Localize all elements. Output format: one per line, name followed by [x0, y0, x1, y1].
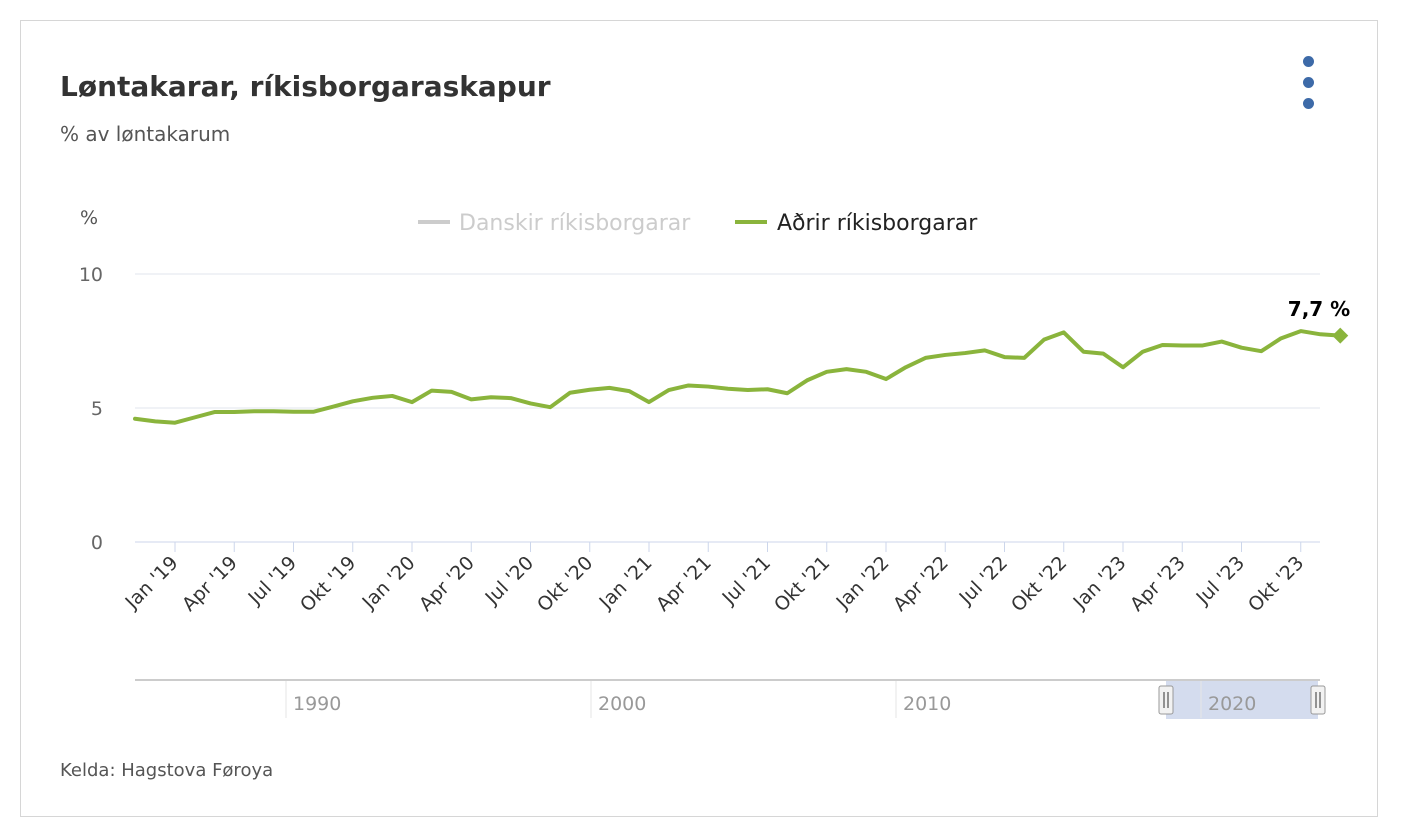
x-tick-label: Apr '19: [178, 552, 242, 616]
x-tick-label: Jul '19: [243, 552, 301, 610]
x-tick-label: Jan '23: [1068, 552, 1130, 614]
y-axis: 0 5 10%: [79, 207, 103, 554]
chart-container: [20, 20, 1378, 817]
x-tick-label: Jan '19: [120, 552, 182, 614]
chart-subtitle: % av løntakarum: [60, 122, 231, 146]
x-tick-label: Apr '21: [652, 552, 716, 616]
chart-title: Løntakarar, ríkisborgaraskapur: [60, 70, 551, 103]
more-vertical-icon[interactable]: [1296, 52, 1320, 112]
x-tick-label: Apr '22: [889, 552, 953, 616]
y-tick-label: 5: [91, 398, 103, 420]
series-layer: 7,7 %: [133, 297, 1350, 425]
legend-item-adrir[interactable]: Aðrir ríkisborgarar: [735, 211, 978, 236]
source-credit: Kelda: Hagstova Føroya: [60, 760, 274, 781]
legend-label: Aðrir ríkisborgarar: [777, 211, 978, 236]
x-tick-label: Apr '23: [1126, 552, 1190, 616]
y-tick-label: 10: [79, 264, 103, 286]
legend-label: Danskir ríkisborgarar: [459, 211, 691, 236]
navigator-label: 2020: [1208, 693, 1256, 715]
navigator-handle[interactable]: [1158, 685, 1174, 715]
x-tick-label: Jul '22: [954, 552, 1012, 610]
menu-dot: [1303, 56, 1314, 67]
x-tick-label: Jul '21: [717, 552, 775, 610]
x-tick-label: Okt '20: [533, 552, 597, 616]
x-tick-label: Okt '21: [770, 552, 834, 616]
last-point-marker[interactable]: [1332, 327, 1349, 344]
x-tick-label: Jul '20: [480, 552, 538, 610]
navigator-label: 2010: [903, 693, 951, 715]
navigator-handle[interactable]: [1310, 685, 1326, 715]
legend: Danskir ríkisborgarar Aðrir ríkisborgarar: [418, 211, 978, 236]
x-tick-label: Okt '22: [1007, 552, 1071, 616]
x-tick-label: Apr '20: [415, 552, 479, 616]
series-line-adrir[interactable]: [133, 329, 1343, 425]
x-tick-label: Jan '22: [831, 552, 893, 614]
x-tick-label: Jan '21: [594, 552, 656, 614]
y-axis-unit: %: [80, 207, 98, 229]
x-tick-label: Okt '23: [1244, 552, 1308, 616]
navigator-selected-range[interactable]: [1166, 681, 1318, 719]
navigator-label: 2000: [598, 693, 646, 715]
range-navigator[interactable]: 1990 2000 2010 2020: [135, 679, 1326, 719]
y-tick-label: 0: [91, 532, 103, 554]
x-tick-label: Jan '20: [357, 552, 419, 614]
x-tick-label: Okt '19: [296, 552, 360, 616]
menu-dot: [1303, 98, 1314, 109]
last-point-label: 7,7 %: [1288, 297, 1350, 321]
x-tick-label: Jul '23: [1191, 552, 1249, 610]
menu-dot: [1303, 77, 1314, 88]
navigator-label: 1990: [293, 693, 341, 715]
legend-item-danskir[interactable]: Danskir ríkisborgarar: [418, 211, 691, 236]
